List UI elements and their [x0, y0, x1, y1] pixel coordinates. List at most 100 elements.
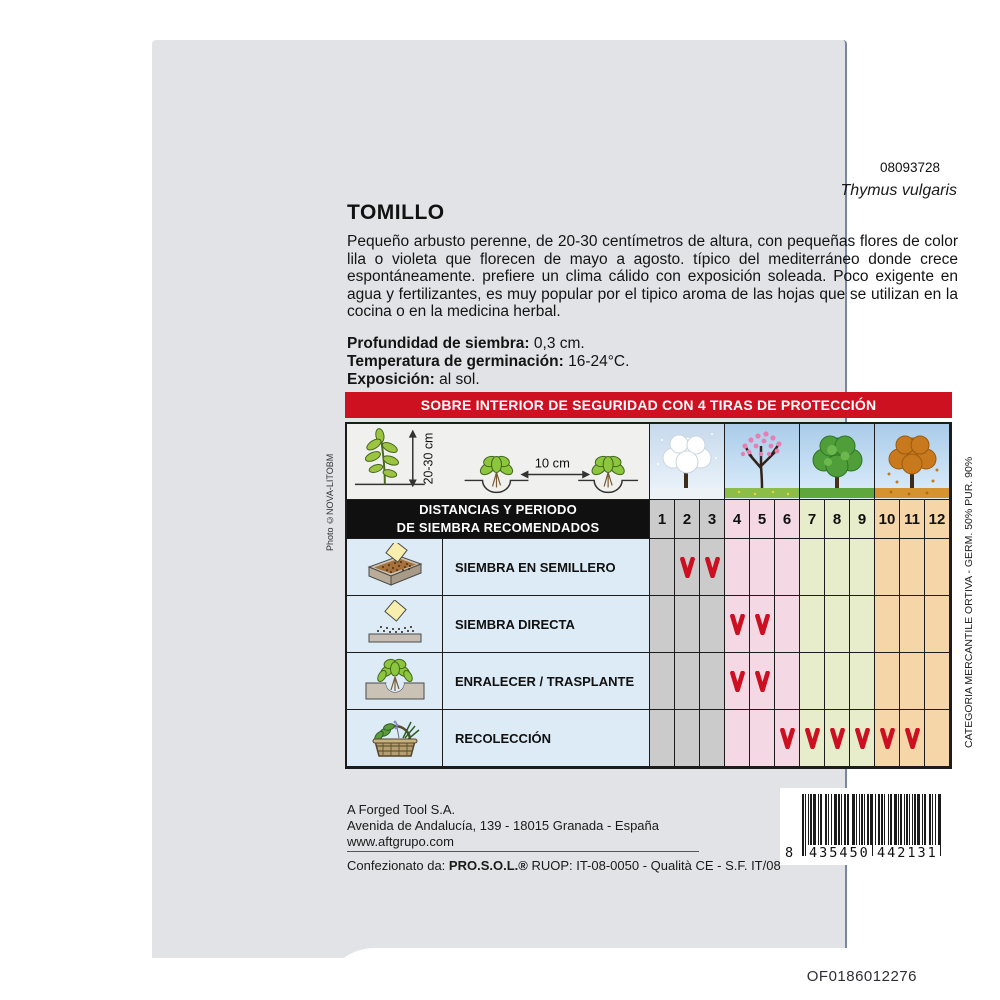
calendar-cell-row2-month11 [900, 596, 925, 653]
check-mark-icon [729, 613, 745, 635]
calendar-cell-row3-month2 [675, 653, 700, 710]
direct-sowing-icon [347, 596, 443, 653]
calendar-cell-row1-month3 [700, 539, 725, 596]
summer-tree-image [800, 424, 875, 500]
winter-tree-image [650, 424, 725, 500]
species-latin-name: Thymus vulgaris [840, 182, 957, 199]
calendar-cell-row1-month7 [800, 539, 825, 596]
spring-tree-drawing [725, 431, 799, 498]
thyme-plant-drawing [364, 428, 399, 485]
harvest-basket-icon [347, 710, 443, 767]
calendar-cell-row3-month3 [700, 653, 725, 710]
germination-purity-note: CATEGORIA MERCANTILE ORTIVA - GERM. 50% … [963, 456, 975, 748]
calendar-cell-row4-month10 [875, 710, 900, 767]
footer-divider [347, 851, 699, 852]
calendar-cell-row2-month2 [675, 596, 700, 653]
company-website: www.aftgrupo.com [347, 834, 454, 849]
check-mark-icon [829, 727, 845, 749]
calendar-cell-row4-month2 [675, 710, 700, 767]
barcode: 8 435450 442131 [780, 788, 957, 865]
month-header-10: 10 [875, 500, 900, 539]
row-months-recoleccion [650, 710, 950, 767]
plant-description: Pequeño arbusto perenne, de 20-30 centím… [347, 233, 958, 321]
sowing-specs: Profundidad de siembra: 0,3 cm. Temperat… [347, 335, 629, 389]
barcode-bars [802, 794, 944, 856]
photo-credit: Photo ©NOVA-LITOBM [325, 453, 335, 551]
check-mark-icon [804, 727, 820, 749]
seed-tray-icon [347, 539, 443, 596]
autumn-tree-drawing [875, 435, 949, 498]
month-header-8: 8 [825, 500, 850, 539]
check-mark-icon [704, 556, 720, 578]
calendar-cell-row3-month11 [900, 653, 925, 710]
calendar-cell-row1-month6 [775, 539, 800, 596]
check-mark-icon [729, 670, 745, 692]
calendar-cell-row3-month9 [850, 653, 875, 710]
calendar-cell-row1-month4 [725, 539, 750, 596]
calendar-cell-row4-month6 [775, 710, 800, 767]
month-header-2: 2 [675, 500, 700, 539]
calendar-cell-row1-month8 [825, 539, 850, 596]
calendar-cell-row4-month1 [650, 710, 675, 767]
seed-packet-back: 08093728 Thymus vulgaris TOMILLO Pequeño… [152, 40, 979, 1000]
sowing-calendar-table: 20-30 cm 10 cm [345, 422, 952, 769]
calendar-cell-row4-month3 [700, 710, 725, 767]
month-header-1: 1 [650, 500, 675, 539]
transplant-icon [347, 653, 443, 710]
calendar-cell-row3-month12 [925, 653, 950, 710]
row-label-siembra-en-semillero: SIEMBRA EN SEMILLERO [443, 539, 650, 596]
height-label: 20-30 cm [422, 433, 436, 485]
calendar-cell-row4-month7 [800, 710, 825, 767]
calendar-cell-row3-month6 [775, 653, 800, 710]
calendar-title-line2: DE SIEMBRA RECOMENDADOS [396, 520, 600, 535]
calendar-cell-row1-month10 [875, 539, 900, 596]
summer-tree-drawing [800, 435, 874, 498]
barcode-digits-right: 442131 [875, 845, 940, 861]
month-header-3: 3 [700, 500, 725, 539]
calendar-cell-row3-month8 [825, 653, 850, 710]
row-label-recoleccion: RECOLECCIÓN [443, 710, 650, 767]
spec-temperature: Temperatura de germinación: 16-24°C. [347, 353, 630, 370]
calendar-cell-row1-month2 [675, 539, 700, 596]
company-name: A Forged Tool S.A. [347, 802, 456, 817]
calendar-cell-row2-month1 [650, 596, 675, 653]
check-mark-icon [779, 727, 795, 749]
spacing-arrow [520, 470, 591, 479]
calendar-cell-row2-month5 [750, 596, 775, 653]
calendar-title-banner: DISTANCIAS Y PERIODO DE SIEMBRA RECOMEND… [347, 500, 650, 539]
calendar-cell-row2-month7 [800, 596, 825, 653]
company-street: Avenida de Andalucía, 139 - 18015 Granad… [347, 818, 659, 833]
month-header-4: 4 [725, 500, 750, 539]
packet-flap [324, 948, 979, 1000]
calendar-cell-row1-month5 [750, 539, 775, 596]
winter-tree-drawing [650, 433, 724, 498]
calendar-cell-row4-month4 [725, 710, 750, 767]
row-months-siembra-directa [650, 596, 950, 653]
autumn-tree-image [875, 424, 950, 500]
company-address-block: A Forged Tool S.A. Avenida de Andalucía,… [347, 802, 659, 850]
packer-info-line: Confezionato da: PRO.S.O.L.® RUOP: IT-08… [347, 858, 781, 873]
calendar-cell-row2-month4 [725, 596, 750, 653]
calendar-cell-row3-month4 [725, 653, 750, 710]
calendar-cell-row2-month8 [825, 596, 850, 653]
lot-code-badge: 08093728 [862, 158, 958, 178]
month-header-5: 5 [750, 500, 775, 539]
calendar-cell-row3-month1 [650, 653, 675, 710]
month-header-cells: 1 2 3 4 5 6 7 8 9 10 11 12 [650, 500, 950, 539]
check-mark-icon [679, 556, 695, 578]
calendar-cell-row2-month12 [925, 596, 950, 653]
check-mark-icon [879, 727, 895, 749]
calendar-cell-row4-month8 [825, 710, 850, 767]
calendar-cell-row1-month11 [900, 539, 925, 596]
spacing-illustration-image: 20-30 cm 10 cm [354, 428, 639, 494]
barcode-digits-left: 435450 [807, 845, 872, 861]
calendar-cell-row3-month5 [750, 653, 775, 710]
check-mark-icon [754, 613, 770, 635]
calendar-cell-row2-month9 [850, 596, 875, 653]
height-arrow [408, 429, 417, 488]
spacing-illustration: 20-30 cm 10 cm [347, 424, 650, 500]
seedling-right-drawing [578, 455, 639, 494]
row-label-enralecer-trasplante: ENRALECER / TRASPLANTE [443, 653, 650, 710]
calendar-title-line1: DISTANCIAS Y PERIODO [419, 502, 577, 518]
row-months-siembra-en-semillero [650, 539, 950, 596]
